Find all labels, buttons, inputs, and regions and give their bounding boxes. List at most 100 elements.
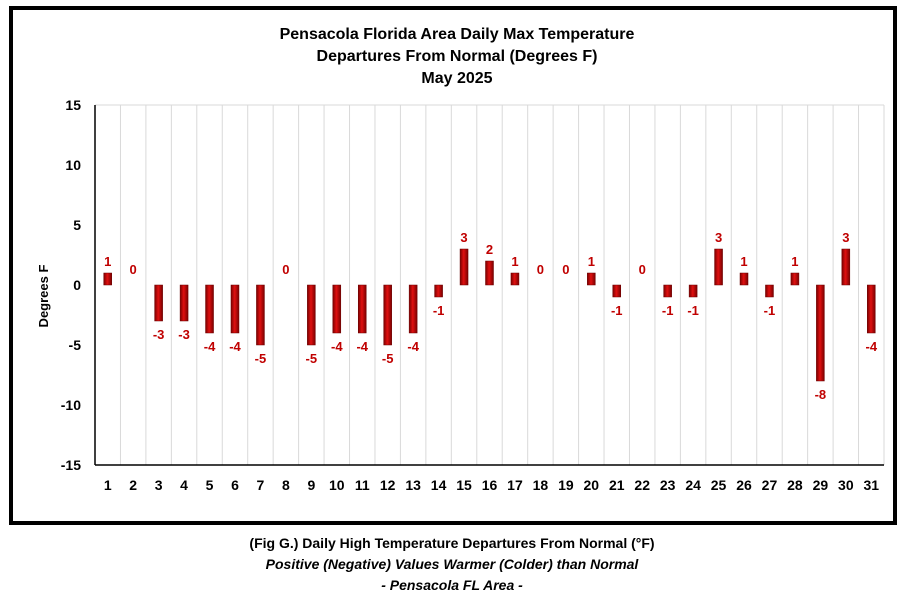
data-label: -4 [229,339,241,354]
data-label: -3 [153,327,165,342]
bar [510,272,520,286]
data-label: 0 [639,262,646,277]
x-tick-label: 25 [711,477,727,493]
x-tick-label: 29 [813,477,829,493]
y-tick-label: 0 [73,277,81,293]
x-tick-label: 21 [609,477,625,493]
temperature-departure-chart: Pensacola Florida Area Daily Max Tempera… [36,26,885,493]
data-label: -4 [204,339,216,354]
chart-title-line-1: Pensacola Florida Area Daily Max Tempera… [280,26,635,43]
data-label: -5 [306,351,318,366]
data-label: -3 [178,327,190,342]
bar [205,284,214,334]
data-label: 0 [130,262,137,277]
x-tick-label: 19 [558,477,574,493]
bar [179,284,189,322]
y-axis-label: Degrees F [36,265,51,328]
data-label: 1 [740,254,747,269]
x-tick-label: 3 [155,477,163,493]
bar [357,284,367,334]
x-tick-label: 7 [257,477,265,493]
caption-line-2: Positive (Negative) Values Warmer (Colde… [265,556,639,572]
x-tick-label: 30 [838,477,854,493]
bar [790,272,800,286]
bar [332,284,342,334]
x-tick-label: 6 [231,477,239,493]
x-tick-label: 13 [405,477,421,493]
bar [765,284,774,298]
bar [459,248,469,286]
bar [256,284,265,346]
data-label: 1 [511,254,518,269]
data-label: 3 [842,230,849,245]
data-label: -4 [331,339,343,354]
x-tick-label: 31 [863,477,879,493]
bar [485,260,494,286]
x-tick-label: 23 [660,477,676,493]
y-tick-label: -10 [61,397,81,413]
x-tick-label: 17 [507,477,523,493]
bar [230,284,240,334]
x-tick-label: 1 [104,477,112,493]
x-tick-label: 16 [482,477,498,493]
y-tick-label: 15 [65,97,81,113]
data-label: 1 [104,254,111,269]
bar [612,284,622,298]
x-tick-label: 26 [736,477,752,493]
bar [867,284,876,334]
bar [841,248,851,286]
y-tick-label: -5 [69,337,82,353]
data-label: 2 [486,242,493,257]
y-tick-label: 10 [65,157,81,173]
data-label: -1 [611,303,623,318]
x-tick-label: 20 [584,477,600,493]
x-tick-label: 2 [129,477,137,493]
bar [714,248,723,286]
data-label: -1 [662,303,674,318]
bar [688,284,698,298]
x-tick-label: 9 [307,477,315,493]
figure-caption: (Fig G.) Daily High Temperature Departur… [0,533,904,596]
x-tick-label: 28 [787,477,803,493]
caption-line-3: - Pensacola FL Area - [381,577,523,593]
data-label: 1 [791,254,798,269]
x-tick-label: 18 [533,477,549,493]
bar [154,284,163,322]
x-tick-label: 8 [282,477,290,493]
chart-frame: Pensacola Florida Area Daily Max Tempera… [9,6,897,525]
data-label: 0 [562,262,569,277]
x-tick-label: 14 [431,477,447,493]
bar [434,284,443,298]
y-tick-label: 5 [73,217,81,233]
data-label: -8 [815,387,827,402]
x-tick-label: 27 [762,477,778,493]
plot-area: 151050-5-10-1511203-34-35-46-47-5809-510… [61,97,885,493]
data-label: -4 [407,339,419,354]
data-label: -5 [382,351,394,366]
data-label: -1 [433,303,445,318]
bar [739,272,749,286]
bar [383,284,392,346]
data-label: -4 [865,339,877,354]
x-tick-label: 5 [206,477,214,493]
data-label: 1 [588,254,595,269]
chart-title-line-3: May 2025 [421,70,492,87]
data-label: -5 [255,351,267,366]
data-label: -4 [356,339,368,354]
bar [103,272,112,286]
bar [307,284,316,346]
x-tick-label: 22 [634,477,650,493]
x-tick-label: 4 [180,477,188,493]
x-tick-label: 24 [685,477,701,493]
data-label: 3 [715,230,722,245]
x-tick-label: 12 [380,477,396,493]
data-label: 0 [537,262,544,277]
x-tick-label: 10 [329,477,345,493]
x-tick-label: 11 [355,477,370,493]
bar [408,284,418,334]
data-label: -1 [764,303,776,318]
bar [587,272,596,286]
chart-title-line-2: Departures From Normal (Degrees F) [317,48,598,65]
bar [663,284,672,298]
data-label: -1 [687,303,699,318]
